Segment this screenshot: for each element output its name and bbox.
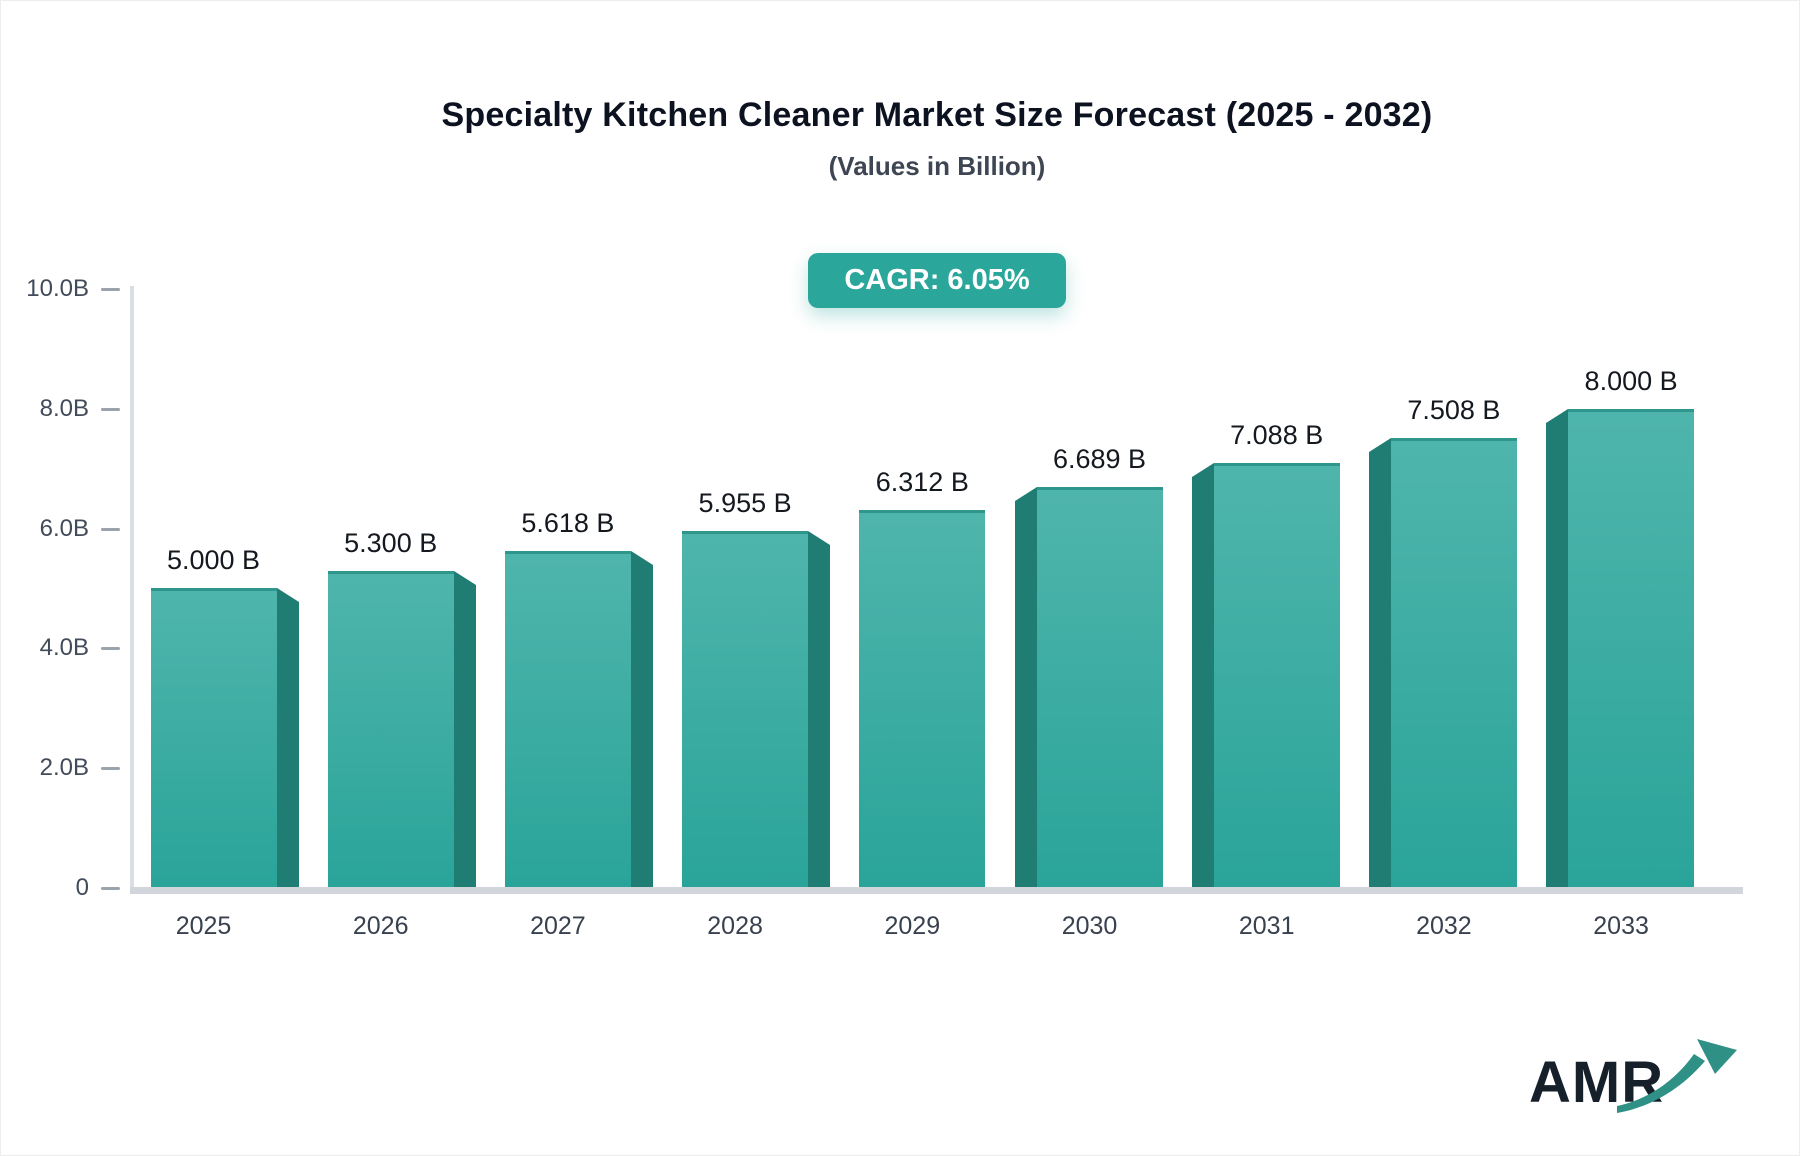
x-axis-label-2032: 2032 [1416, 912, 1472, 940]
bar-2026 [328, 571, 454, 887]
bar-side-2025 [277, 588, 299, 887]
y-axis-tick-label: 8.0B [39, 394, 89, 422]
bar-value-label-2029: 6.312 B [875, 467, 969, 497]
x-axis-label-2033: 2033 [1593, 912, 1649, 940]
bar-value-label-2033: 8.000 B [1584, 366, 1678, 396]
x-axis-baseline [130, 887, 1743, 894]
bar-2030 [1037, 487, 1163, 887]
cagr-badge-wrap: CAGR: 6.05% [131, 253, 1743, 308]
cagr-badge: CAGR: 6.05% [808, 253, 1066, 308]
bar-value-label-2030: 6.689 B [1052, 444, 1147, 474]
amr-logo: AMR [1529, 1033, 1744, 1143]
bar-side-2031 [1192, 463, 1214, 887]
x-axis-label-2029: 2029 [884, 912, 941, 940]
bar-2031 [1214, 463, 1340, 887]
y-axis-tick-label: 4.0B [39, 634, 89, 662]
x-axis-label-2028: 2028 [707, 912, 763, 940]
bar-value-label-2032: 7.508 B [1407, 395, 1501, 425]
bar-2032 [1391, 438, 1517, 887]
y-axis-tick-label: 0 [75, 874, 89, 901]
bar-2028 [682, 531, 808, 887]
y-axis-tick-mark [101, 527, 120, 531]
bar-side-2033 [1546, 409, 1568, 887]
bar-side-2027 [631, 551, 653, 887]
bar-value-label-2025: 5.000 B [166, 545, 261, 575]
x-axis-label-2031: 2031 [1238, 912, 1295, 940]
bar-value-label-2031: 7.088 B [1230, 420, 1324, 450]
x-axis-label-2025: 2025 [175, 912, 232, 940]
y-axis-tick-mark [101, 407, 120, 411]
bar-2033 [1568, 409, 1694, 887]
bar-value-label-2028: 5.955 B [698, 488, 792, 518]
bar-side-2028 [808, 531, 830, 887]
y-axis-tick-label: 2.0B [39, 754, 89, 782]
bar-side-2030 [1015, 487, 1037, 887]
bar-2027 [505, 551, 631, 887]
bar-2029 [859, 510, 985, 887]
x-axis-label-2026: 2026 [352, 912, 409, 940]
y-axis-tick-label: 10.0B [26, 275, 89, 302]
y-axis-tick-mark [101, 887, 120, 890]
bar-side-2026 [454, 571, 476, 887]
chart-title: Specialty Kitchen Cleaner Market Size Fo… [441, 96, 1433, 134]
x-axis-label-2027: 2027 [530, 912, 586, 940]
y-axis-tick-mark [101, 288, 120, 291]
bar-value-label-2026: 5.300 B [344, 528, 438, 558]
bar-2025 [151, 588, 277, 887]
y-axis-line [130, 286, 134, 894]
bar-side-2032 [1369, 438, 1391, 887]
y-axis-tick-mark [101, 647, 120, 651]
y-axis-tick-label: 6.0B [39, 514, 89, 542]
x-axis-label-2030: 2030 [1061, 912, 1118, 940]
y-axis-tick-mark [101, 767, 120, 771]
bar-value-label-2027: 5.618 B [521, 508, 615, 538]
chart-subtitle: (Values in Billion) [828, 151, 1046, 181]
trend-arrow-icon [1617, 1039, 1737, 1113]
